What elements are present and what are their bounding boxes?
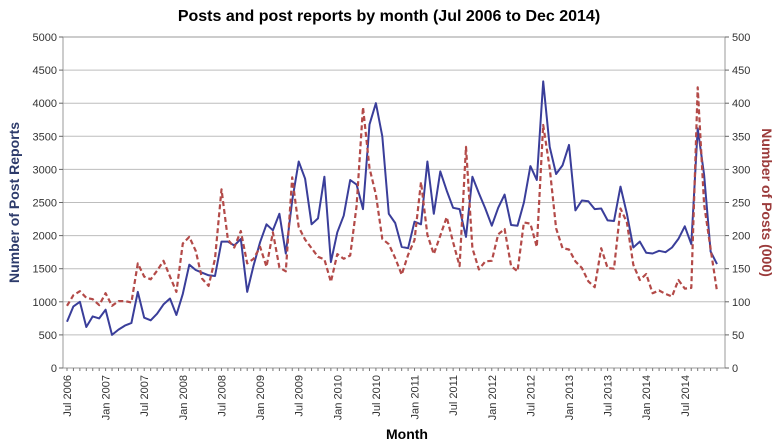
y2-tick-label: 0	[732, 363, 738, 375]
chart-title: Posts and post reports by month (Jul 200…	[178, 8, 600, 25]
x-tick-label: Jul 2006	[62, 375, 74, 417]
y-tick-label: 2500	[33, 198, 57, 210]
gridlines	[63, 69, 725, 336]
y-tick-label: 0	[51, 363, 57, 375]
x-tick-label: Jul 2011	[448, 375, 460, 416]
y-tick-label: 2000	[33, 231, 57, 243]
x-tick-label: Jan 2011	[410, 375, 422, 419]
posts-series-line	[66, 86, 719, 307]
x-tick-label: Jan 2007	[101, 375, 113, 420]
y-tick-label: 4000	[33, 98, 57, 110]
x-tick-label: Jul 2008	[216, 375, 228, 417]
y2-tick-label: 100	[732, 297, 750, 309]
x-tick-label: Jul 2014	[680, 375, 692, 417]
x-tick-label: Jan 2010	[332, 375, 344, 420]
y2-tick-label: 350	[732, 131, 750, 143]
y-axis-right-ticks: 0 50 100 150 200 250 300 350 400 450 500	[725, 32, 750, 375]
x-tick-label: Jul 2009	[294, 375, 306, 417]
y-axis-right-title: Number of Posts (000)	[759, 128, 775, 277]
x-tick-label: Jan 2014	[641, 375, 653, 420]
y2-tick-label: 50	[732, 330, 744, 342]
x-tick-label: Jul 2012	[525, 375, 537, 417]
x-tick-label: Jul 2013	[603, 375, 615, 417]
y2-tick-label: 400	[732, 98, 750, 110]
y2-tick-label: 450	[732, 65, 750, 77]
y2-tick-label: 500	[732, 32, 750, 44]
y-tick-label: 4500	[33, 65, 57, 77]
y2-tick-label: 250	[732, 198, 750, 210]
series-lines	[66, 80, 719, 336]
x-tick-label: Jan 2013	[564, 375, 576, 420]
y2-tick-label: 200	[732, 231, 750, 243]
y-tick-label: 3500	[33, 131, 57, 143]
y2-tick-label: 150	[732, 264, 750, 276]
x-tick-label: Jul 2010	[371, 375, 383, 417]
x-axis-title: Month	[386, 426, 428, 442]
y-tick-label: 3000	[33, 164, 57, 176]
x-tick-label: Jan 2012	[487, 375, 499, 420]
reports-series-line	[66, 80, 718, 336]
y-tick-label: 1500	[33, 264, 57, 276]
y-axis-left-title: Number of Post Reports	[6, 122, 22, 283]
y2-tick-label: 300	[732, 164, 750, 176]
x-tick-label: Jan 2008	[178, 375, 190, 420]
x-tick-label: Jul 2007	[139, 375, 151, 417]
y-axis-left-ticks: 0 500 1000 1500 2000 2500 3000 3500 4000 4500 5000	[33, 32, 63, 375]
y-tick-label: 1000	[33, 297, 57, 309]
y-tick-label: 5000	[33, 32, 57, 44]
y-tick-label: 500	[39, 330, 57, 342]
x-tick-label: Jan 2009	[255, 375, 267, 420]
x-axis-ticks: Jul 2006 Jan 2007 Jul 2007 Jan 2008 Jul 2008…	[62, 368, 718, 420]
